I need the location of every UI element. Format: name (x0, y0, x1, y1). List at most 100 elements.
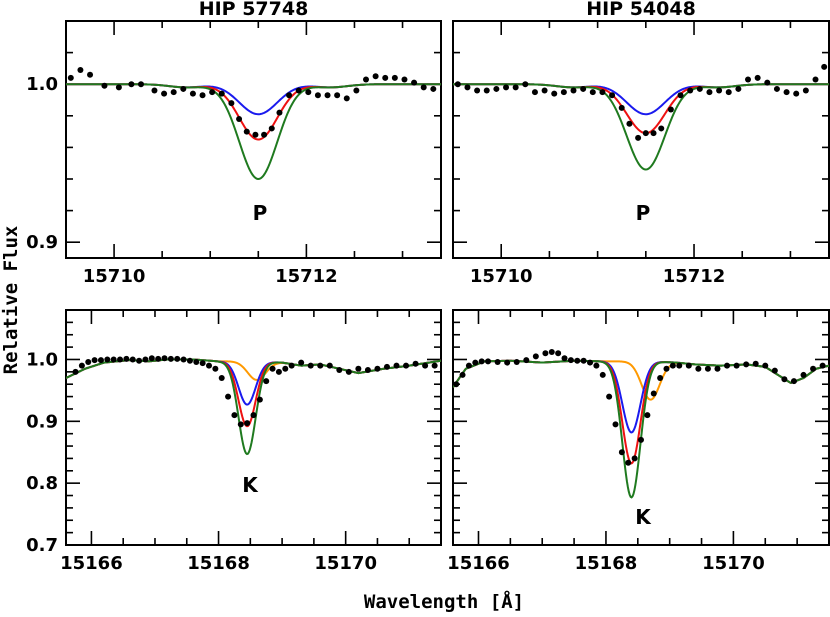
observed-point (148, 355, 155, 362)
observed-point (513, 358, 520, 365)
observed-point (735, 85, 742, 92)
observed-point (206, 362, 213, 369)
observed-point (454, 81, 461, 88)
observed-point (800, 371, 807, 378)
observed-point (298, 359, 305, 366)
observed-point (669, 362, 676, 369)
observed-point (687, 87, 694, 94)
observed-point (706, 89, 713, 96)
observed-point (644, 412, 651, 419)
observed-point (263, 378, 270, 385)
observed-point (638, 436, 644, 443)
observed-point (812, 76, 819, 83)
observed-point (244, 420, 251, 427)
x-tick-label: 15166 (60, 553, 123, 574)
panel-frame (65, 20, 442, 259)
observed-point (276, 109, 283, 116)
observed-point (431, 362, 438, 369)
observed-point (411, 79, 418, 86)
observed-point (422, 362, 429, 369)
observed-point (161, 355, 168, 362)
observed-point (212, 365, 219, 372)
x-tick-label: 15168 (575, 553, 638, 574)
observed-point (783, 89, 790, 96)
model-curve-blue (453, 83, 829, 116)
panel-title: HIP 54048 (586, 0, 696, 20)
x-tick-label: 15166 (447, 553, 510, 574)
observed-point (485, 358, 492, 365)
observed-point (115, 84, 122, 91)
observed-point (391, 74, 398, 81)
observed-point (663, 365, 670, 372)
observed-point (104, 356, 111, 363)
observed-point (151, 87, 158, 94)
observed-point (225, 393, 232, 400)
y-axis-title: Relative Flux (0, 226, 22, 375)
plot-area (453, 63, 829, 171)
observed-point (725, 89, 732, 96)
observed-point (716, 87, 723, 94)
observed-point (314, 92, 321, 99)
observed-point (609, 92, 616, 99)
y-tick-label: 0.9 (26, 411, 58, 432)
observed-point (382, 74, 389, 81)
observed-point (117, 356, 124, 363)
observed-point (393, 362, 400, 369)
observed-point (593, 362, 600, 369)
observed-point (77, 66, 84, 73)
observed-point (237, 421, 244, 428)
observed-point (67, 74, 74, 81)
observed-point (256, 396, 263, 403)
model-curve-blue (66, 83, 441, 116)
observed-point (599, 371, 606, 378)
observed-point (307, 362, 314, 369)
observed-point (478, 358, 485, 365)
observed-point (128, 81, 135, 88)
observed-point (282, 365, 289, 372)
observed-point (819, 362, 826, 369)
observed-point (762, 362, 769, 369)
panel-frame (452, 20, 830, 259)
observed-point (560, 89, 567, 96)
observed-point (483, 87, 490, 94)
observed-point (745, 76, 752, 83)
observed-point (724, 362, 731, 369)
observed-point (261, 131, 268, 138)
observed-point (542, 350, 549, 357)
observed-point (494, 358, 501, 365)
observed-point (474, 87, 481, 94)
observed-point (420, 84, 427, 91)
x-tick-label: 15712 (275, 266, 338, 287)
observed-point (618, 449, 625, 456)
observed-point (676, 362, 683, 369)
plot-area (66, 66, 441, 181)
observed-point (218, 90, 225, 97)
observed-point (464, 84, 471, 91)
observed-point (503, 84, 510, 91)
observed-point (136, 357, 143, 364)
plot-area (453, 349, 829, 499)
observed-point (459, 371, 466, 378)
observed-point (250, 412, 257, 419)
observed-point (472, 359, 479, 366)
observed-point (696, 85, 703, 92)
observed-point (138, 81, 144, 88)
observed-point (110, 356, 117, 363)
observed-point (189, 90, 196, 97)
x-tick-label: 15710 (83, 266, 146, 287)
y-tick-label: 1.0 (26, 349, 58, 370)
y-tick-label: 0.9 (26, 232, 58, 253)
observed-point (91, 357, 98, 364)
observed-point (174, 355, 181, 362)
observed-point (551, 90, 558, 97)
observed-point (295, 87, 302, 94)
observed-point (353, 87, 360, 94)
observed-point (193, 358, 200, 365)
observed-point (821, 63, 828, 70)
observed-point (317, 362, 324, 369)
x-tick-label: 15170 (702, 553, 765, 574)
observed-point (199, 92, 206, 99)
observed-point (695, 365, 702, 372)
observed-point (161, 90, 168, 97)
observed-point (523, 357, 530, 364)
